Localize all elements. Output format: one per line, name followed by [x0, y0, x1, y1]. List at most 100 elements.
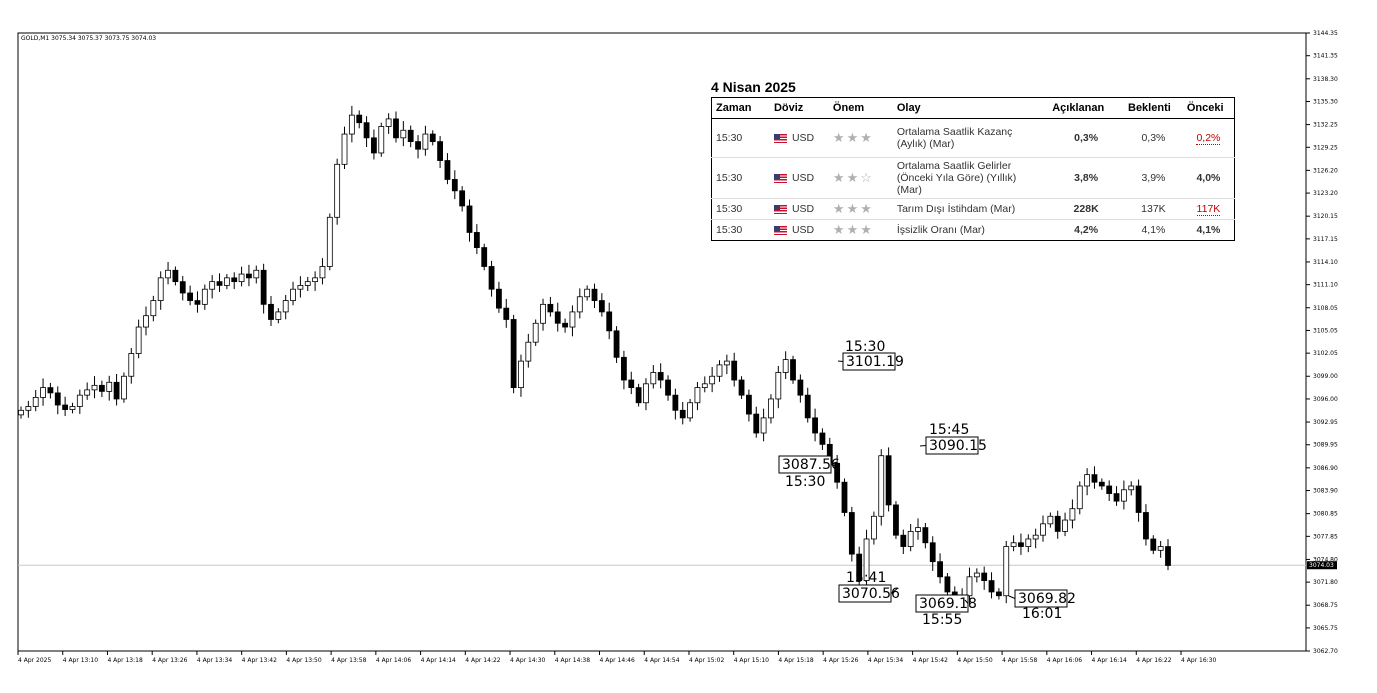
event-previous: 4,1% — [1196, 224, 1221, 236]
candle-body — [988, 580, 995, 593]
candle-body — [312, 277, 319, 283]
candle-body — [106, 381, 113, 392]
event-actual: 3,8% — [1048, 157, 1124, 199]
candle-body — [1113, 493, 1120, 502]
candle-body — [576, 296, 583, 313]
candle-body — [694, 387, 701, 404]
candle-body — [297, 285, 304, 290]
x-tick-label: 4 Apr 13:58 — [331, 657, 366, 664]
header-olay: Olay — [892, 97, 1049, 119]
candle-body — [922, 527, 929, 544]
candle-body — [900, 534, 907, 547]
candle-body — [981, 572, 988, 582]
calendar-header-row: Zaman Döviz Önem Olay Açıklanan Beklenti… — [711, 97, 1235, 119]
header-beklenti: Beklenti — [1124, 97, 1183, 119]
candle-body — [444, 160, 451, 180]
importance-stars: ★★☆ — [828, 157, 893, 199]
calendar-table: Zaman Döviz Önem Olay Açıklanan Beklenti… — [711, 97, 1235, 241]
x-tick-label: 4 Apr 14:30 — [510, 657, 545, 664]
candle-body — [841, 481, 848, 513]
candle-body — [591, 288, 598, 301]
candle-body — [69, 406, 76, 410]
y-tick-label: 3083.90 — [1313, 488, 1338, 495]
candle-body — [510, 319, 517, 389]
candle-body — [878, 455, 885, 517]
candle-body — [194, 300, 201, 305]
y-tick-label: 3114.10 — [1313, 259, 1338, 266]
y-tick-label: 3096.00 — [1313, 396, 1338, 403]
event-forecast: 3,9% — [1124, 157, 1183, 199]
x-tick-label: 4 Apr 13:10 — [63, 657, 98, 664]
candle-body — [907, 531, 914, 547]
candle-body — [929, 542, 936, 563]
y-tick-label: 3086.90 — [1313, 465, 1338, 472]
event-currency: USD — [770, 220, 829, 241]
candle-body — [290, 288, 296, 301]
x-tick-label: 4 Apr 13:18 — [107, 657, 142, 664]
candle-body — [459, 190, 466, 207]
candle-body — [201, 288, 208, 305]
candle-body — [503, 307, 510, 320]
candle-body — [687, 402, 693, 419]
candle-body — [25, 406, 32, 411]
candle-body — [1135, 485, 1142, 513]
candle-body — [834, 462, 841, 483]
candle-body — [253, 269, 260, 279]
candle-body — [1106, 485, 1113, 494]
candle-body — [47, 387, 54, 394]
candle-body — [187, 292, 194, 301]
header-onem: Önem — [828, 97, 893, 119]
candle-body — [98, 384, 105, 392]
candle-body — [790, 359, 796, 381]
candle-body — [407, 129, 414, 143]
candle-body — [179, 281, 186, 294]
header-onceki: Önceki — [1182, 97, 1235, 119]
candle-body — [760, 417, 767, 434]
candle-body — [466, 205, 473, 233]
price-annotation-time: 16:01 — [1022, 606, 1062, 622]
candle-body — [246, 273, 252, 279]
candle-body — [804, 394, 811, 419]
event-previous: 4,0% — [1182, 157, 1235, 199]
candle-body — [157, 277, 164, 301]
event-name[interactable]: İşsizlik Oranı (Mar) — [896, 224, 985, 236]
event-actual: 228K — [1048, 198, 1124, 220]
y-tick-label: 3071.80 — [1313, 579, 1338, 586]
candle-body — [54, 392, 61, 406]
candle-body — [562, 322, 568, 328]
candle-body — [172, 269, 179, 283]
candle-body — [356, 114, 363, 124]
candle-body — [518, 360, 524, 389]
calendar-row: 15:30 USD ★★★ Tarım Dışı İstihdam (Mar) … — [711, 198, 1235, 220]
candle-body — [319, 266, 326, 279]
candle-body — [150, 300, 157, 317]
x-tick-label: 4 Apr 14:46 — [600, 657, 635, 664]
candle-body — [1003, 546, 1010, 597]
candle-body — [746, 394, 752, 415]
candle-body — [488, 266, 495, 290]
x-tick-label: 4 Apr 15:02 — [689, 657, 724, 664]
annotation-leader — [837, 360, 844, 362]
candle-body — [496, 288, 502, 309]
event-name[interactable]: Ortalama Saatlik Gelirler (Önceki Yıla G… — [892, 157, 1049, 199]
header-doviz: Döviz — [769, 97, 829, 119]
y-tick-label: 3111.10 — [1313, 282, 1338, 289]
candle-body — [209, 281, 216, 290]
candle-body — [275, 311, 282, 320]
candle-body — [723, 360, 730, 366]
y-tick-label: 3092.95 — [1313, 419, 1338, 426]
candle-body — [584, 288, 591, 298]
candle-body — [1069, 508, 1076, 521]
event-name[interactable]: Ortalama Saatlik Kazanç (Aylık) (Mar) — [892, 118, 1049, 158]
y-tick-label: 3068.75 — [1313, 602, 1338, 609]
candle-body — [415, 141, 421, 150]
candle-body — [1025, 538, 1032, 547]
candle-body — [135, 326, 142, 354]
candle-body — [775, 372, 782, 400]
calendar-row: 15:30 USD ★★★ İşsizlik Oranı (Mar) 4,2% … — [712, 220, 1235, 241]
symbol-header[interactable]: GOLD,M1 3075.34 3075.37 3073.75 3074.03 — [21, 35, 156, 42]
event-name[interactable]: Tarım Dışı İstihdam (Mar) — [892, 198, 1049, 220]
event-time: 15:30 — [711, 157, 770, 199]
star-icon: ★★☆ — [832, 170, 874, 185]
candle-body — [973, 572, 980, 578]
